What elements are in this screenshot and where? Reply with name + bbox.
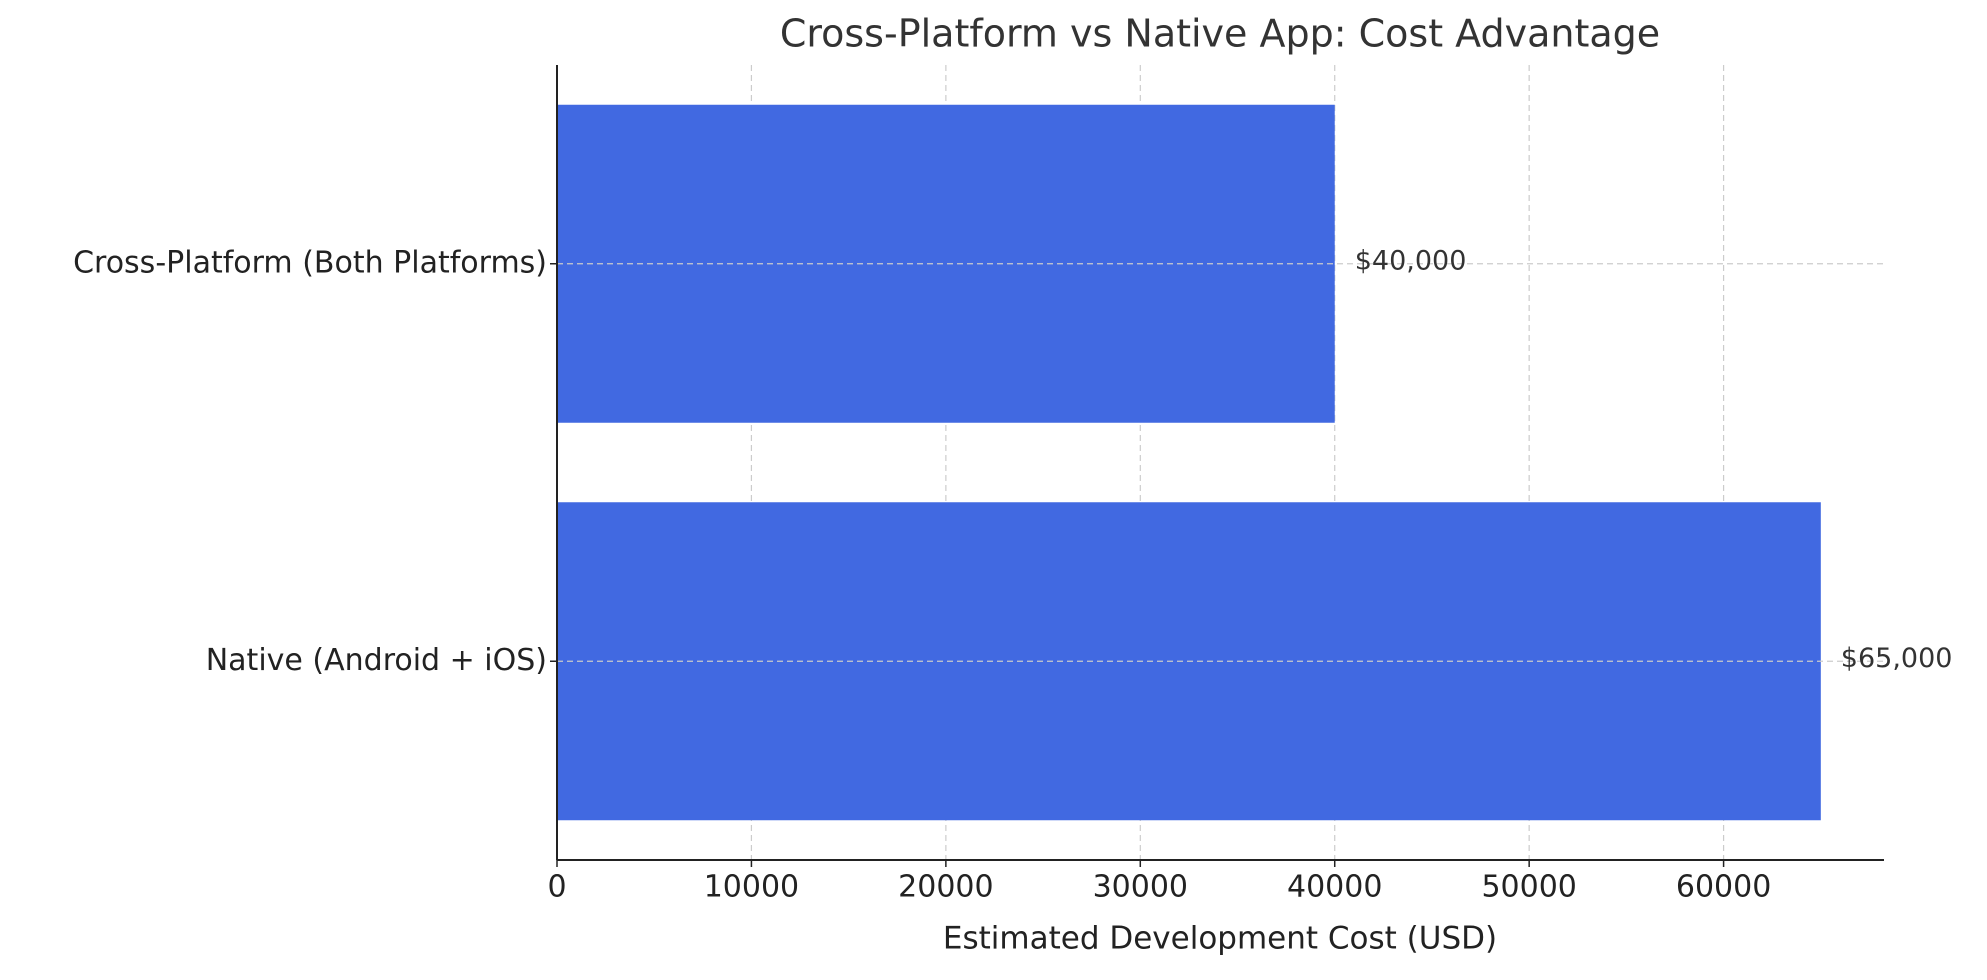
x-tick-label: 40000 xyxy=(1287,870,1382,905)
chart-title: Cross-Platform vs Native App: Cost Advan… xyxy=(780,12,1660,56)
y-tick-label: Native (Android + iOS) xyxy=(206,643,547,678)
x-tick-label: 0 xyxy=(547,870,566,905)
x-tick-label: 20000 xyxy=(898,870,993,905)
x-tick-label: 50000 xyxy=(1481,870,1576,905)
y-tick-label: Cross-Platform (Both Platforms) xyxy=(73,245,547,280)
x-axis-label: Estimated Development Cost (USD) xyxy=(943,921,1497,957)
x-tick-label: 60000 xyxy=(1676,870,1771,905)
x-tick-label: 10000 xyxy=(704,870,799,905)
bar xyxy=(557,104,1335,423)
data-label: $65,000 xyxy=(1841,643,1953,674)
data-label: $40,000 xyxy=(1355,245,1467,276)
x-tick-label: 30000 xyxy=(1093,870,1188,905)
